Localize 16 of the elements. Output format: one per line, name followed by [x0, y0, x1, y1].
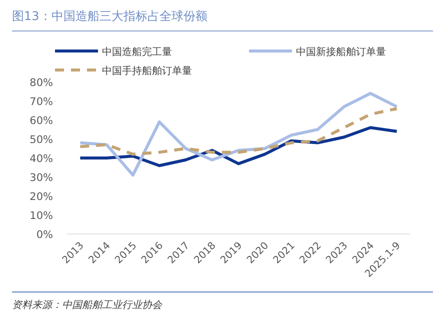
- y-tick-label: 80%: [30, 77, 54, 89]
- line-series: [78, 92, 398, 177]
- y-tick-label: 40%: [30, 153, 54, 165]
- legend-label: 中国造船完工量: [102, 46, 172, 58]
- y-tick-label: 60%: [30, 115, 54, 127]
- y-tick-label: 10%: [30, 210, 54, 222]
- line-series: [78, 107, 398, 156]
- y-tick-label: 50%: [30, 134, 54, 146]
- legend-label: 中国新接船舶订单量: [296, 46, 386, 58]
- legend-label: 中国手持船舶订单量: [102, 65, 192, 77]
- chart-title: 图13：中国造船三大指标占全球份额: [12, 9, 208, 23]
- y-tick-label: 20%: [30, 191, 54, 203]
- text: 资料来源：中国船舶工业行业协会: [12, 299, 163, 311]
- y-tick-label: 30%: [30, 172, 54, 184]
- y-tick-label: 70%: [30, 96, 54, 108]
- y-tick-label: 0%: [36, 229, 54, 241]
